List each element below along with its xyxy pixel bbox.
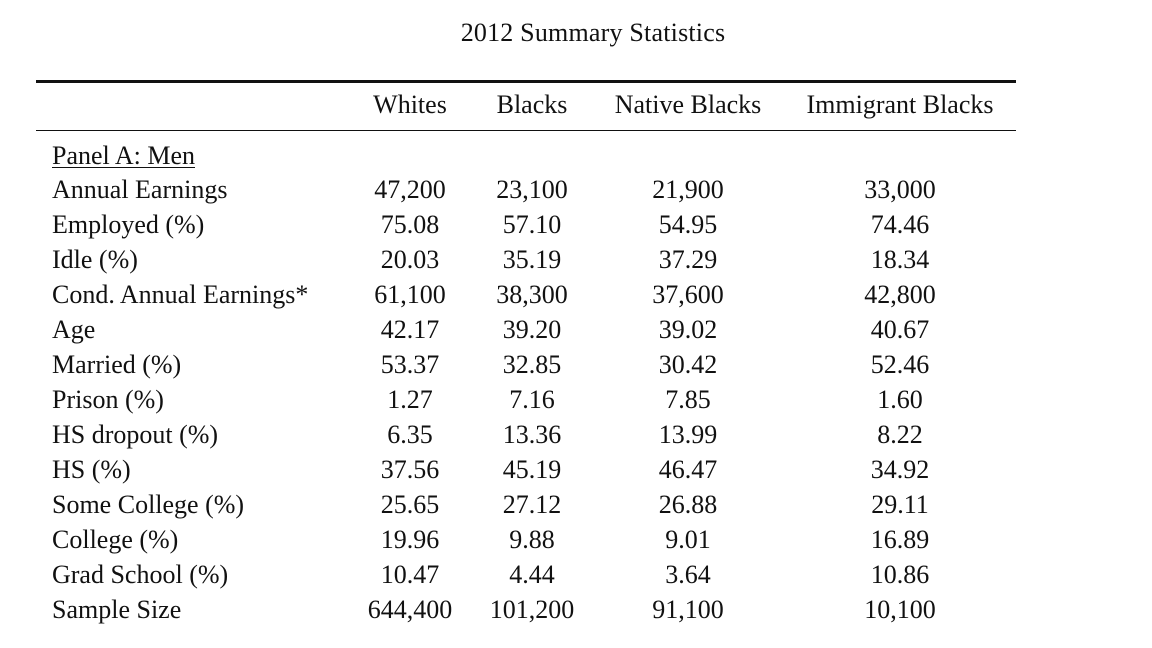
table-cell: 7.85: [665, 385, 711, 414]
table-cell: 29.11: [871, 490, 929, 519]
row-label: Grad School (%): [52, 560, 229, 589]
table-cell: 37.56: [380, 455, 440, 484]
table-cell: 9.88: [509, 525, 555, 554]
table-cell: 4.44: [509, 560, 555, 589]
table-row: Employed (%) 75.08 57.10 54.95 74.46: [0, 210, 1152, 245]
table-cell: 13.99: [658, 420, 718, 449]
table-title: 2012 Summary Statistics: [460, 18, 726, 47]
row-label: Sample Size: [52, 595, 182, 624]
top-rule: [36, 80, 1016, 83]
row-label: Married (%): [52, 350, 182, 379]
table-cell: 23,100: [496, 175, 568, 204]
table-cell: 46.47: [658, 455, 718, 484]
table-body: Annual Earnings 47,200 23,100 21,900 33,000 E…: [0, 175, 1152, 630]
table-cell: 33,000: [864, 175, 936, 204]
row-label: Age: [52, 315, 96, 344]
table-cell: 10.47: [380, 560, 440, 589]
table-cell: 54.95: [658, 210, 718, 239]
table-cell: 10,100: [864, 595, 936, 624]
table-row: Prison (%) 1.27 7.16 7.85 1.60: [0, 385, 1152, 420]
column-header-blacks: Blacks: [496, 90, 568, 119]
table-cell: 18.34: [870, 245, 930, 274]
table-cell: 91,100: [652, 595, 724, 624]
table-cell: 26.88: [658, 490, 718, 519]
row-label: HS (%): [52, 455, 131, 484]
row-label: Idle (%): [52, 245, 138, 274]
row-label: Prison (%): [52, 385, 164, 414]
table-cell: 57.10: [502, 210, 562, 239]
table-row: Cond. Annual Earnings* 61,100 38,300 37,600…: [0, 280, 1152, 315]
table-row: College (%) 19.96 9.88 9.01 16.89: [0, 525, 1152, 560]
row-label: College (%): [52, 525, 179, 554]
table-cell: 19.96: [380, 525, 440, 554]
table-row: Grad School (%) 10.47 4.44 3.64 10.86: [0, 560, 1152, 595]
table-cell: 25.65: [380, 490, 440, 519]
table-cell: 38,300: [496, 280, 568, 309]
table-cell: 20.03: [380, 245, 440, 274]
table-cell: 644,400: [367, 595, 453, 624]
table-cell: 47,200: [374, 175, 446, 204]
row-label: Some College (%): [52, 490, 245, 519]
table-row: Sample Size 644,400 101,200 91,100 10,100: [0, 595, 1152, 630]
table-cell: 101,200: [489, 595, 575, 624]
table-row: HS dropout (%) 6.35 13.36 13.99 8.22: [0, 420, 1152, 455]
table-cell: 42.17: [380, 315, 440, 344]
table-cell: 45.19: [502, 455, 562, 484]
table-row: Annual Earnings 47,200 23,100 21,900 33,000: [0, 175, 1152, 210]
table-cell: 7.16: [509, 385, 555, 414]
table-cell: 30.42: [658, 350, 718, 379]
table-cell: 34.92: [870, 455, 930, 484]
column-header-immigrant-blacks: Immigrant Blacks: [806, 90, 994, 119]
table-cell: 75.08: [380, 210, 440, 239]
table-row: Some College (%) 25.65 27.12 26.88 29.11: [0, 490, 1152, 525]
table-cell: 16.89: [870, 525, 930, 554]
table-row: Idle (%) 20.03 35.19 37.29 18.34: [0, 245, 1152, 280]
table-cell: 35.19: [502, 245, 562, 274]
table-cell: 10.86: [870, 560, 930, 589]
table-cell: 42,800: [864, 280, 936, 309]
panel-title: Panel A: Men: [52, 141, 195, 170]
table-cell: 9.01: [665, 525, 711, 554]
column-header-whites: Whites: [373, 90, 447, 119]
table-cell: 32.85: [502, 350, 562, 379]
table-cell: 37.29: [658, 245, 718, 274]
table-cell: 3.64: [665, 560, 711, 589]
table-cell: 1.27: [387, 385, 433, 414]
header-rule: [36, 130, 1016, 131]
table-cell: 61,100: [374, 280, 446, 309]
table-row: Age 42.17 39.20 39.02 40.67: [0, 315, 1152, 350]
row-label: Employed (%): [52, 210, 205, 239]
table-cell: 8.22: [877, 420, 923, 449]
table-cell: 52.46: [870, 350, 930, 379]
row-label: Cond. Annual Earnings*: [52, 280, 309, 309]
table-cell: 1.60: [877, 385, 923, 414]
table-cell: 27.12: [502, 490, 562, 519]
row-label: HS dropout (%): [52, 420, 219, 449]
table-row: HS (%) 37.56 45.19 46.47 34.92: [0, 455, 1152, 490]
table-cell: 53.37: [380, 350, 440, 379]
table-cell: 39.02: [658, 315, 718, 344]
table-cell: 39.20: [502, 315, 562, 344]
table-row: Married (%) 53.37 32.85 30.42 52.46: [0, 350, 1152, 385]
table-cell: 40.67: [870, 315, 930, 344]
table-cell: 21,900: [652, 175, 724, 204]
row-label: Annual Earnings: [52, 175, 228, 204]
table-cell: 74.46: [870, 210, 930, 239]
table-cell: 13.36: [502, 420, 562, 449]
table-cell: 37,600: [652, 280, 724, 309]
table-cell: 6.35: [387, 420, 433, 449]
column-header-native-blacks: Native Blacks: [614, 90, 762, 119]
